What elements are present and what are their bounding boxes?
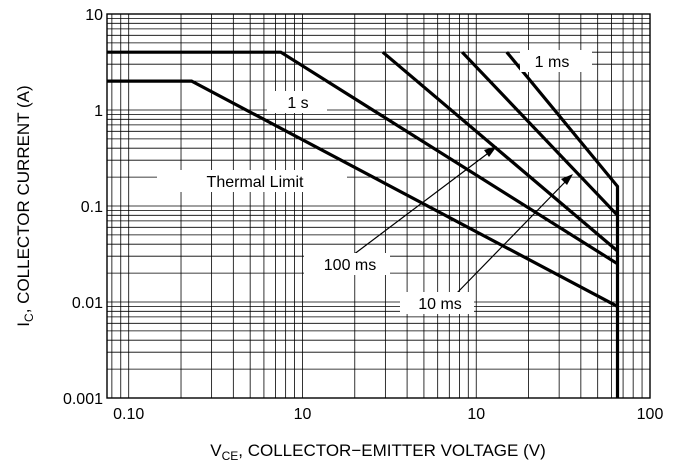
series-line-1-ms xyxy=(505,51,620,398)
x-tick-labels: 0.10 10 10 100 xyxy=(113,406,663,423)
y-axis-title-rest: , COLLECTOR CURRENT (A) xyxy=(14,85,33,313)
y-tick-label: 0.001 xyxy=(63,391,103,408)
annotation-100ms-arrowhead xyxy=(484,146,497,157)
series-lines xyxy=(107,50,620,398)
y-tick-label: 10 xyxy=(85,7,103,24)
x-axis-title-rest: , COLLECTOR−EMITTER VOLTAGE (V) xyxy=(238,441,545,460)
grid-lines xyxy=(107,14,650,398)
annotation-thermal-limit-label: Thermal Limit xyxy=(207,174,304,191)
annotation-1s-label: 1 s xyxy=(287,95,308,112)
x-tick-label: 10 xyxy=(467,406,485,423)
series-line-100-ms xyxy=(381,50,619,253)
series-line-10-ms xyxy=(461,51,619,217)
annotation-1s: 1 s xyxy=(267,91,327,113)
y-axis-title-sub: C xyxy=(22,313,36,322)
plot-frame xyxy=(106,13,651,399)
y-tick-label: 0.1 xyxy=(81,199,103,216)
x-tick-label: 10 xyxy=(294,406,312,423)
series-line-thermal-limit xyxy=(107,79,619,308)
annotation-10ms-arrowhead xyxy=(561,174,573,185)
x-tick-label: 100 xyxy=(637,406,664,423)
y-axis-title-main: I xyxy=(14,322,33,327)
y-tick-label: 0.01 xyxy=(72,295,103,312)
x-axis-title-main: V xyxy=(210,441,222,460)
annotation-1ms: 1 ms xyxy=(520,50,592,72)
annotation-10ms-leader xyxy=(454,179,568,296)
annotation-100ms: 100 ms xyxy=(304,146,497,275)
annotation-100ms-label: 100 ms xyxy=(324,257,376,274)
x-axis-title: VCE, COLLECTOR−EMITTER VOLTAGE (V) xyxy=(210,441,546,463)
y-axis-title: IC, COLLECTOR CURRENT (A) xyxy=(14,85,36,326)
annotation-100ms-leader xyxy=(352,150,492,256)
x-axis-title-sub: CE xyxy=(222,449,239,463)
annotation-1ms-label: 1 ms xyxy=(535,54,570,71)
series-line-1-s xyxy=(107,50,619,266)
x-tick-label: 0.10 xyxy=(113,406,144,423)
y-tick-labels: 10 1 0.1 0.01 0.001 xyxy=(63,7,103,408)
annotation-thermal-limit: Thermal Limit xyxy=(157,170,347,192)
annotation-10ms: 10 ms xyxy=(400,174,573,314)
annotations: 1 ms 1 s Thermal Limit 100 ms 10 ms xyxy=(157,50,592,314)
annotation-10ms-label: 10 ms xyxy=(418,296,462,313)
y-tick-label: 1 xyxy=(94,103,103,120)
